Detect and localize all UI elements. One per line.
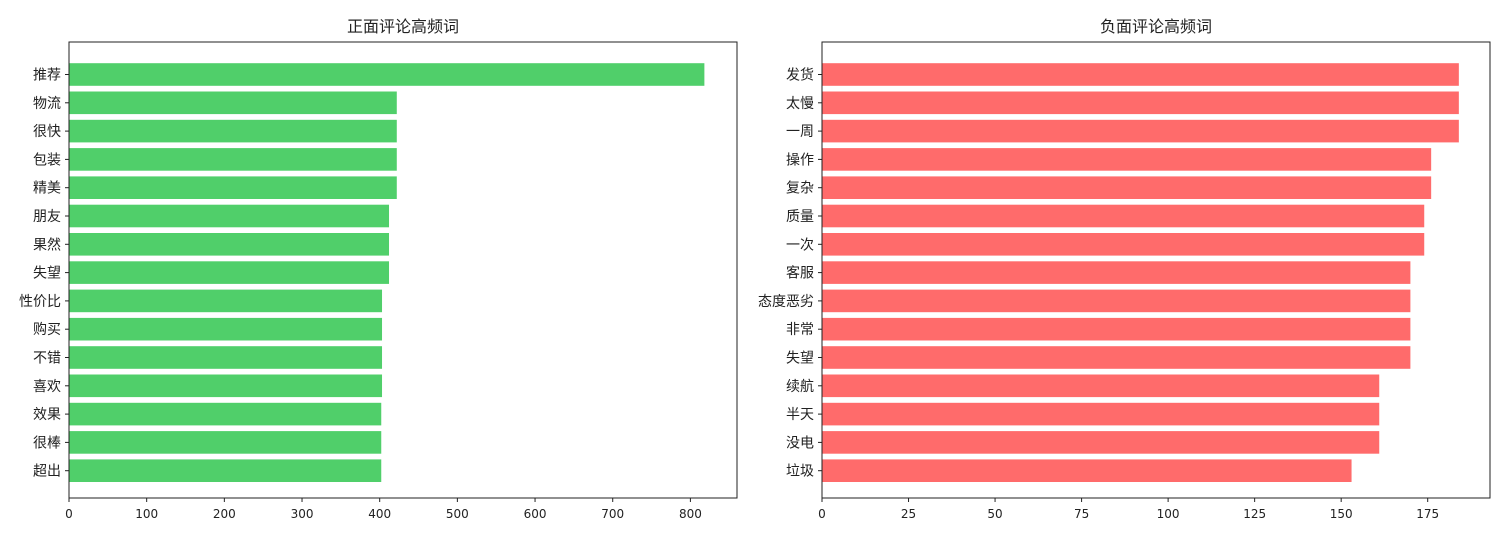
positive-ytick-label: 很快 [33,124,61,140]
positive-bar-2 [69,91,397,115]
positive-ytick-label: 失望 [33,266,61,282]
negative-ytick-label: 发货 [786,67,814,84]
negative-bar-8 [822,261,1411,284]
positive-ytick-label: 包装 [33,152,61,168]
positive-bar-8 [69,261,390,284]
negative-xtick-label: 25 [901,507,916,521]
positive-xtick-label: 600 [524,507,547,521]
negative-chart-title: 负面评论高频词 [1100,17,1212,36]
positive-xtick-label: 0 [65,507,73,521]
negative-xtick-label: 175 [1416,507,1439,521]
negative-bar-7 [822,233,1425,256]
positive-ytick-label: 朋友 [33,209,61,225]
positive-ytick-label: 超出 [33,464,61,480]
positive-bar-12 [69,374,383,398]
negative-bar-12 [822,374,1380,398]
negative-xtick-label: 50 [987,507,1002,521]
negative-ytick-label: 垃圾 [786,464,814,480]
positive-bar-14 [69,431,382,454]
negative-bar-2 [822,91,1459,115]
negative-bar-10 [822,317,1411,341]
negative-ytick-label: 太慢 [786,95,814,112]
negative-ytick-label: 质量 [786,209,814,225]
negative-ytick-label: 一周 [786,124,814,140]
positive-ytick-label: 果然 [33,236,61,253]
negative-ytick-label: 一次 [786,237,814,253]
negative-ytick-label: 没电 [786,435,814,451]
positive-ytick-label: 很棒 [33,435,61,451]
negative-xtick-label: 100 [1157,507,1180,521]
positive-bar-15 [69,459,382,482]
negative-bar-9 [822,289,1411,313]
negative-bar-14 [822,431,1380,454]
negative-xtick-label: 150 [1330,507,1353,521]
negative-ytick-label: 复杂 [786,180,814,197]
negative-bar-11 [822,346,1411,369]
negative-bar-1 [822,63,1459,86]
negative-bar-4 [822,148,1432,171]
negative-xtick-label: 75 [1074,507,1089,521]
positive-bar-11 [69,346,383,369]
positive-bar-13 [69,402,382,426]
positive-xtick-label: 200 [213,507,236,521]
negative-ytick-label: 续航 [786,378,814,395]
positive-xtick-label: 400 [368,507,391,521]
positive-xtick-label: 100 [135,507,158,521]
positive-ytick-label: 精美 [33,181,61,197]
positive-ytick-label: 推荐 [33,68,61,84]
positive-axes-frame [68,41,738,499]
negative-axes-frame [821,41,1491,499]
negative-xtick-label: 125 [1243,507,1266,521]
positive-ytick-label: 购买 [33,322,61,338]
negative-bar-3 [822,119,1459,143]
negative-ytick-label: 操作 [786,152,814,168]
positive-bar-6 [69,204,390,228]
negative-ytick-label: 失望 [786,351,814,367]
negative-ytick-label: 客服 [786,265,814,282]
positive-bar-9 [69,289,383,313]
positive-bar-7 [69,233,390,256]
negative-bar-6 [822,204,1425,228]
negative-xtick-label: 0 [818,507,826,521]
negative-ytick-label: 态度恶劣 [758,294,814,310]
positive-xtick-label: 700 [601,507,624,521]
positive-ytick-label: 性价比 [19,294,61,310]
negative-bar-15 [822,459,1352,482]
positive-bar-4 [69,148,397,171]
positive-ytick-label: 不错 [33,351,61,367]
negative-bar-13 [822,402,1380,426]
positive-ytick-label: 效果 [33,407,61,423]
positive-xtick-label: 800 [679,507,702,521]
positive-bar-1 [69,63,705,86]
negative-ytick-label: 非常 [786,322,814,338]
positive-bar-3 [69,119,397,143]
positive-bar-10 [69,317,383,341]
negative-ytick-label: 半天 [786,407,814,423]
positive-xtick-label: 500 [446,507,469,521]
negative-bar-5 [822,176,1432,199]
positive-ytick-label: 喜欢 [33,379,61,395]
positive-chart-title: 正面评论高频词 [347,17,459,36]
positive-xtick-label: 300 [291,507,314,521]
positive-bar-5 [69,176,397,199]
positive-ytick-label: 物流 [33,96,61,112]
